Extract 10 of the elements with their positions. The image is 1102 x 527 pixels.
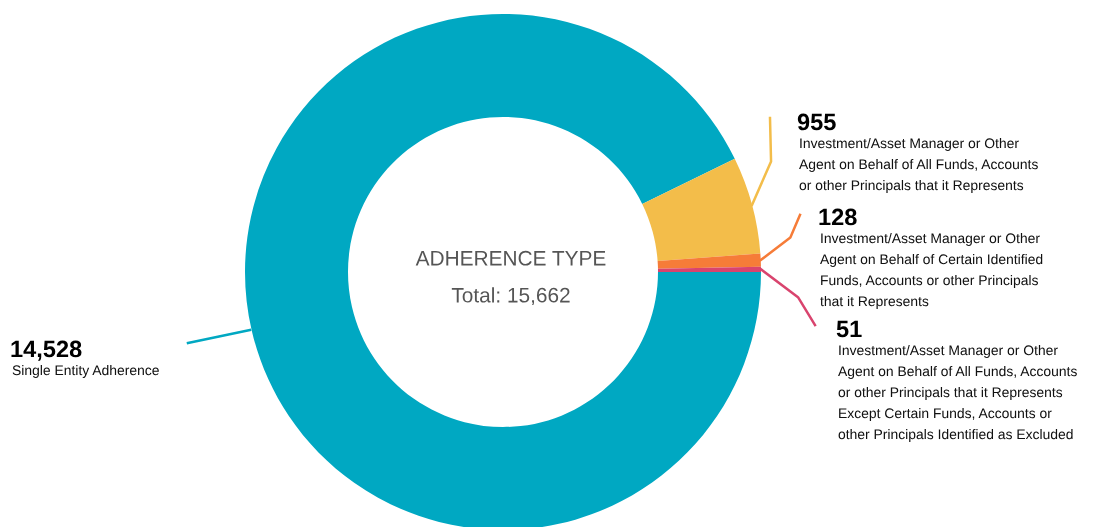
text: Total: 15,662 bbox=[451, 287, 570, 306]
data-label: 955 bbox=[797, 113, 836, 131]
slice-label: Single Entity Adherence bbox=[12, 365, 159, 378]
data-label: 128 bbox=[819, 208, 857, 226]
text: ADHERENCE TYPE bbox=[415, 250, 606, 266]
slice-label: Investment/Asset Manager or Other Agent on Behalf of All Funds, Accounts or other Principals that it Represents bbox=[799, 138, 1038, 193]
data-label: 14,528 bbox=[11, 340, 82, 361]
data-label: 51 bbox=[836, 320, 862, 338]
slice-label: Investment/Asset Manager or Other Agent on Behalf of All Funds, Accounts or other Principals that it Represents Except Certain Funds, Accounts or other Principals Identified as Excluded bbox=[838, 345, 1077, 442]
slice-label: Investment/Asset Manager or Other Agent on Behalf of Certain Identified Funds, Accounts or other Principals that it Represents bbox=[820, 233, 1043, 309]
